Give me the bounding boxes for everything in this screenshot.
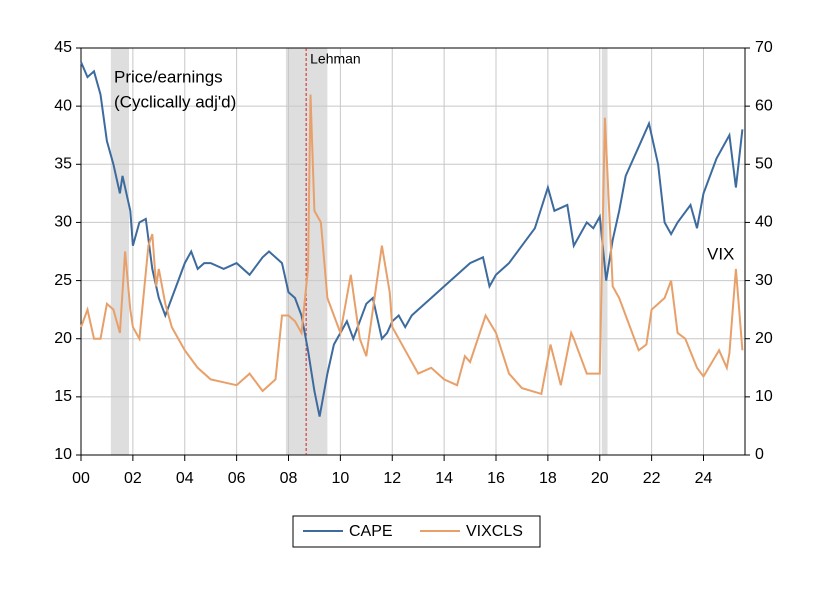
annotation: Price/earnings [114, 67, 223, 86]
y-tick-label: 20 [54, 330, 72, 347]
y-tick-label: 35 [54, 156, 72, 173]
y-tick-label: 15 [54, 388, 72, 405]
y2-tick-label: 0 [755, 446, 764, 463]
x-tick-label: 04 [176, 470, 194, 487]
recession-shade [285, 48, 328, 455]
y2-tick-label: 10 [755, 388, 773, 405]
x-tick-label: 12 [383, 470, 401, 487]
x-tick-label: 20 [591, 470, 609, 487]
series-line [80, 94, 744, 396]
recession-shade [601, 48, 608, 455]
x-tick-label: 06 [228, 470, 246, 487]
y2-tick-label: 70 [755, 39, 773, 56]
recession-shade [110, 48, 129, 455]
y-tick-label: 40 [54, 97, 72, 114]
legend-label: CAPE [349, 523, 393, 540]
x-tick-label: 24 [695, 470, 713, 487]
y-tick-label: 10 [54, 446, 72, 463]
x-tick-label: 08 [280, 470, 298, 487]
series-line [80, 61, 744, 417]
y2-tick-label: 20 [755, 330, 773, 347]
x-tick-label: 16 [487, 470, 505, 487]
y-tick-label: 25 [54, 272, 72, 289]
y2-tick-label: 30 [755, 272, 773, 289]
y2-tick-label: 50 [755, 156, 773, 173]
y2-tick-label: 60 [755, 97, 773, 114]
annotation: VIX [707, 244, 734, 263]
x-tick-label: 10 [331, 470, 349, 487]
x-tick-label: 00 [72, 470, 90, 487]
y2-tick-label: 40 [755, 214, 773, 231]
plot-frame [80, 47, 746, 456]
x-tick-label: 22 [643, 470, 661, 487]
annotation: (Cyclically adj'd) [114, 92, 236, 111]
legend-label: VIXCLS [466, 523, 523, 540]
x-tick-label: 18 [539, 470, 557, 487]
y-tick-label: 45 [54, 39, 72, 56]
event-label: Lehman [310, 51, 361, 67]
x-tick-label: 14 [435, 470, 453, 487]
x-tick-label: 02 [124, 470, 142, 487]
y-tick-label: 30 [54, 214, 72, 231]
